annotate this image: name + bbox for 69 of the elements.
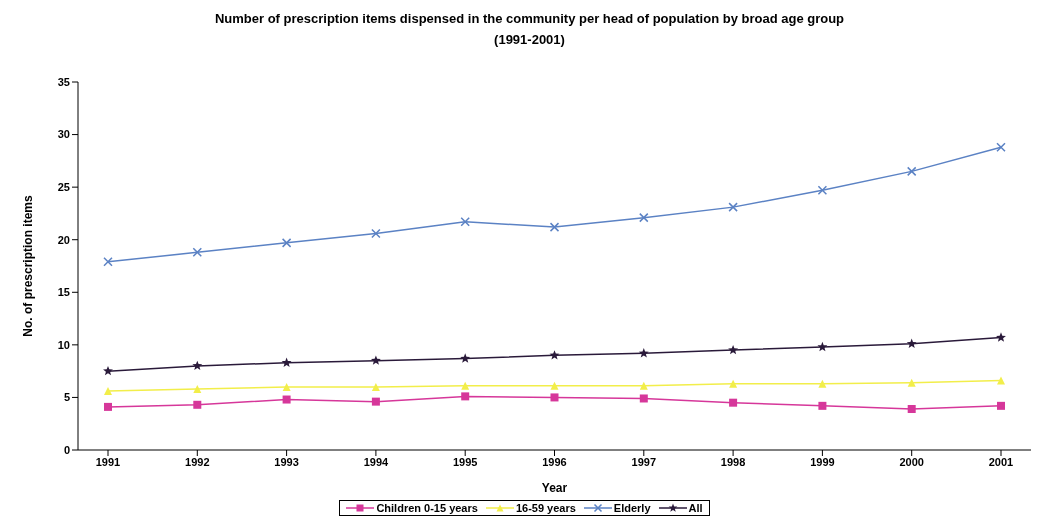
point [549, 222, 560, 232]
point [193, 385, 202, 394]
point [639, 394, 648, 403]
point [728, 344, 739, 355]
point [461, 381, 470, 390]
point [817, 341, 828, 352]
y-axis-title: No. of prescription items [21, 195, 36, 337]
point [103, 365, 113, 376]
legend-label: All [688, 502, 703, 514]
point [817, 185, 828, 196]
point [371, 397, 380, 406]
x-tick-label: 2001 [988, 455, 1014, 468]
x-tick-label: 1991 [95, 455, 121, 468]
point [906, 338, 917, 349]
point [729, 379, 738, 388]
legend-label: Elderly [613, 502, 651, 514]
point [549, 350, 560, 360]
x-axis-title: Year [541, 481, 568, 495]
point [550, 381, 559, 390]
point [282, 395, 291, 404]
x-tick-label: 1999 [810, 455, 835, 468]
point [460, 217, 470, 227]
point [906, 166, 917, 177]
point [996, 142, 1006, 152]
point [371, 228, 381, 239]
x-tick-label: 1997 [631, 455, 657, 468]
point [638, 348, 649, 358]
point [818, 401, 827, 410]
point [192, 247, 203, 258]
point [370, 355, 381, 365]
point [460, 353, 471, 363]
x-tick-label: 1993 [274, 455, 299, 468]
point [371, 382, 380, 391]
y-tick-label: 15 [57, 286, 70, 299]
x-tick-label: 2000 [899, 455, 924, 468]
chart-title: Number of prescription items dispensed in the community per head of population by broad age group (1991-2001) [213, 10, 846, 49]
point [282, 382, 291, 391]
x-tick-label: 1992 [185, 455, 210, 468]
point [192, 360, 203, 371]
point [997, 376, 1005, 385]
x-tick-label: 1995 [452, 455, 478, 468]
point [639, 212, 649, 223]
point [728, 202, 738, 212]
point [281, 357, 292, 367]
point [997, 401, 1005, 410]
y-tick-label: 20 [57, 233, 70, 246]
y-tick-label: 35 [57, 75, 70, 88]
point [103, 257, 113, 267]
y-tick-label: 30 [57, 128, 70, 141]
x-tick-label: 1996 [542, 455, 567, 468]
y-tick-label: 5 [63, 391, 70, 404]
x-tick-label: 1994 [363, 455, 390, 468]
point [104, 387, 112, 396]
point [193, 400, 202, 409]
y-tick-label: 25 [57, 181, 70, 194]
point [104, 402, 112, 411]
legend-label: 16-59 years [515, 502, 576, 514]
legend-label: Children 0-15 years [376, 502, 478, 514]
point [550, 393, 559, 402]
point [639, 381, 648, 390]
point [281, 238, 292, 248]
y-tick-label: 0 [63, 443, 70, 456]
point [818, 379, 827, 388]
point [907, 404, 916, 413]
x-tick-label: 1998 [720, 455, 746, 468]
point [907, 378, 916, 387]
y-tick-label: 10 [57, 338, 70, 351]
point [461, 392, 470, 401]
point [729, 398, 738, 407]
